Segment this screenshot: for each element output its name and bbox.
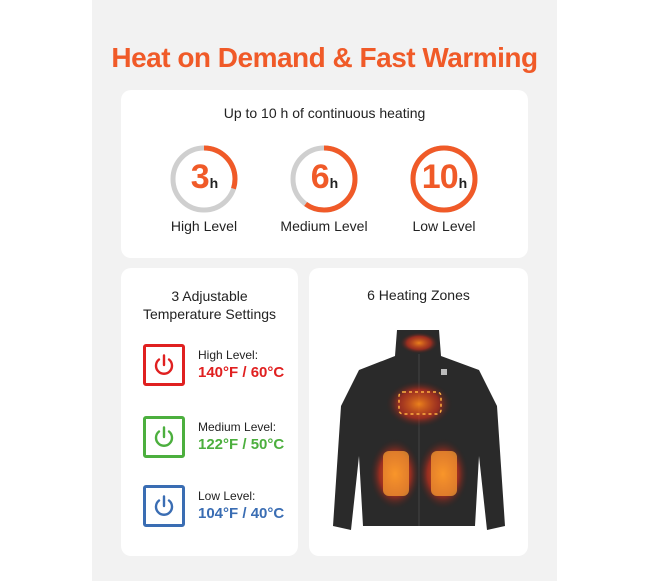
ring-fill: [170, 145, 238, 213]
power-icon: [143, 416, 185, 458]
ring-low: 10h: [409, 144, 479, 214]
power-icon: [143, 344, 185, 386]
zones-title: 6 Heating Zones: [367, 287, 470, 303]
power-icon: [143, 485, 185, 527]
level-low: Low Level: 104°F / 40°C: [143, 485, 293, 527]
zones-card: 6 Heating Zones: [309, 268, 528, 556]
ring-label: Medium Level: [280, 218, 368, 234]
duration-card: Up to 10 h of continuous heating 3h High…: [121, 90, 528, 258]
ring-fill: [290, 145, 358, 213]
ring-progress: [410, 145, 478, 213]
ring-medium: 6h: [289, 144, 359, 214]
ring-label: Low Level: [412, 218, 476, 234]
ring-progress: [170, 145, 238, 213]
settings-card: 3 Adjustable Temperature Settings High Le…: [121, 268, 298, 556]
ring-value: 6h: [310, 158, 338, 196]
ring-value: 10h: [421, 158, 467, 196]
ring-fill: [410, 145, 478, 213]
level-medium: Medium Level: 122°F / 50°C: [143, 416, 293, 458]
settings-title: 3 Adjustable Temperature Settings: [142, 288, 277, 322]
duration-subtitle: Up to 10 h of continuous heating: [223, 105, 426, 121]
page-title: Heat on Demand & Fast Warming: [111, 42, 538, 73]
heated-jacket-image: [333, 330, 505, 530]
ring-value: 3h: [190, 158, 218, 196]
level-high: High Level: 140°F / 60°C: [143, 344, 293, 386]
ring-high: 3h: [169, 144, 239, 214]
ring-progress: [290, 145, 358, 213]
ring-label: High Level: [170, 218, 238, 234]
